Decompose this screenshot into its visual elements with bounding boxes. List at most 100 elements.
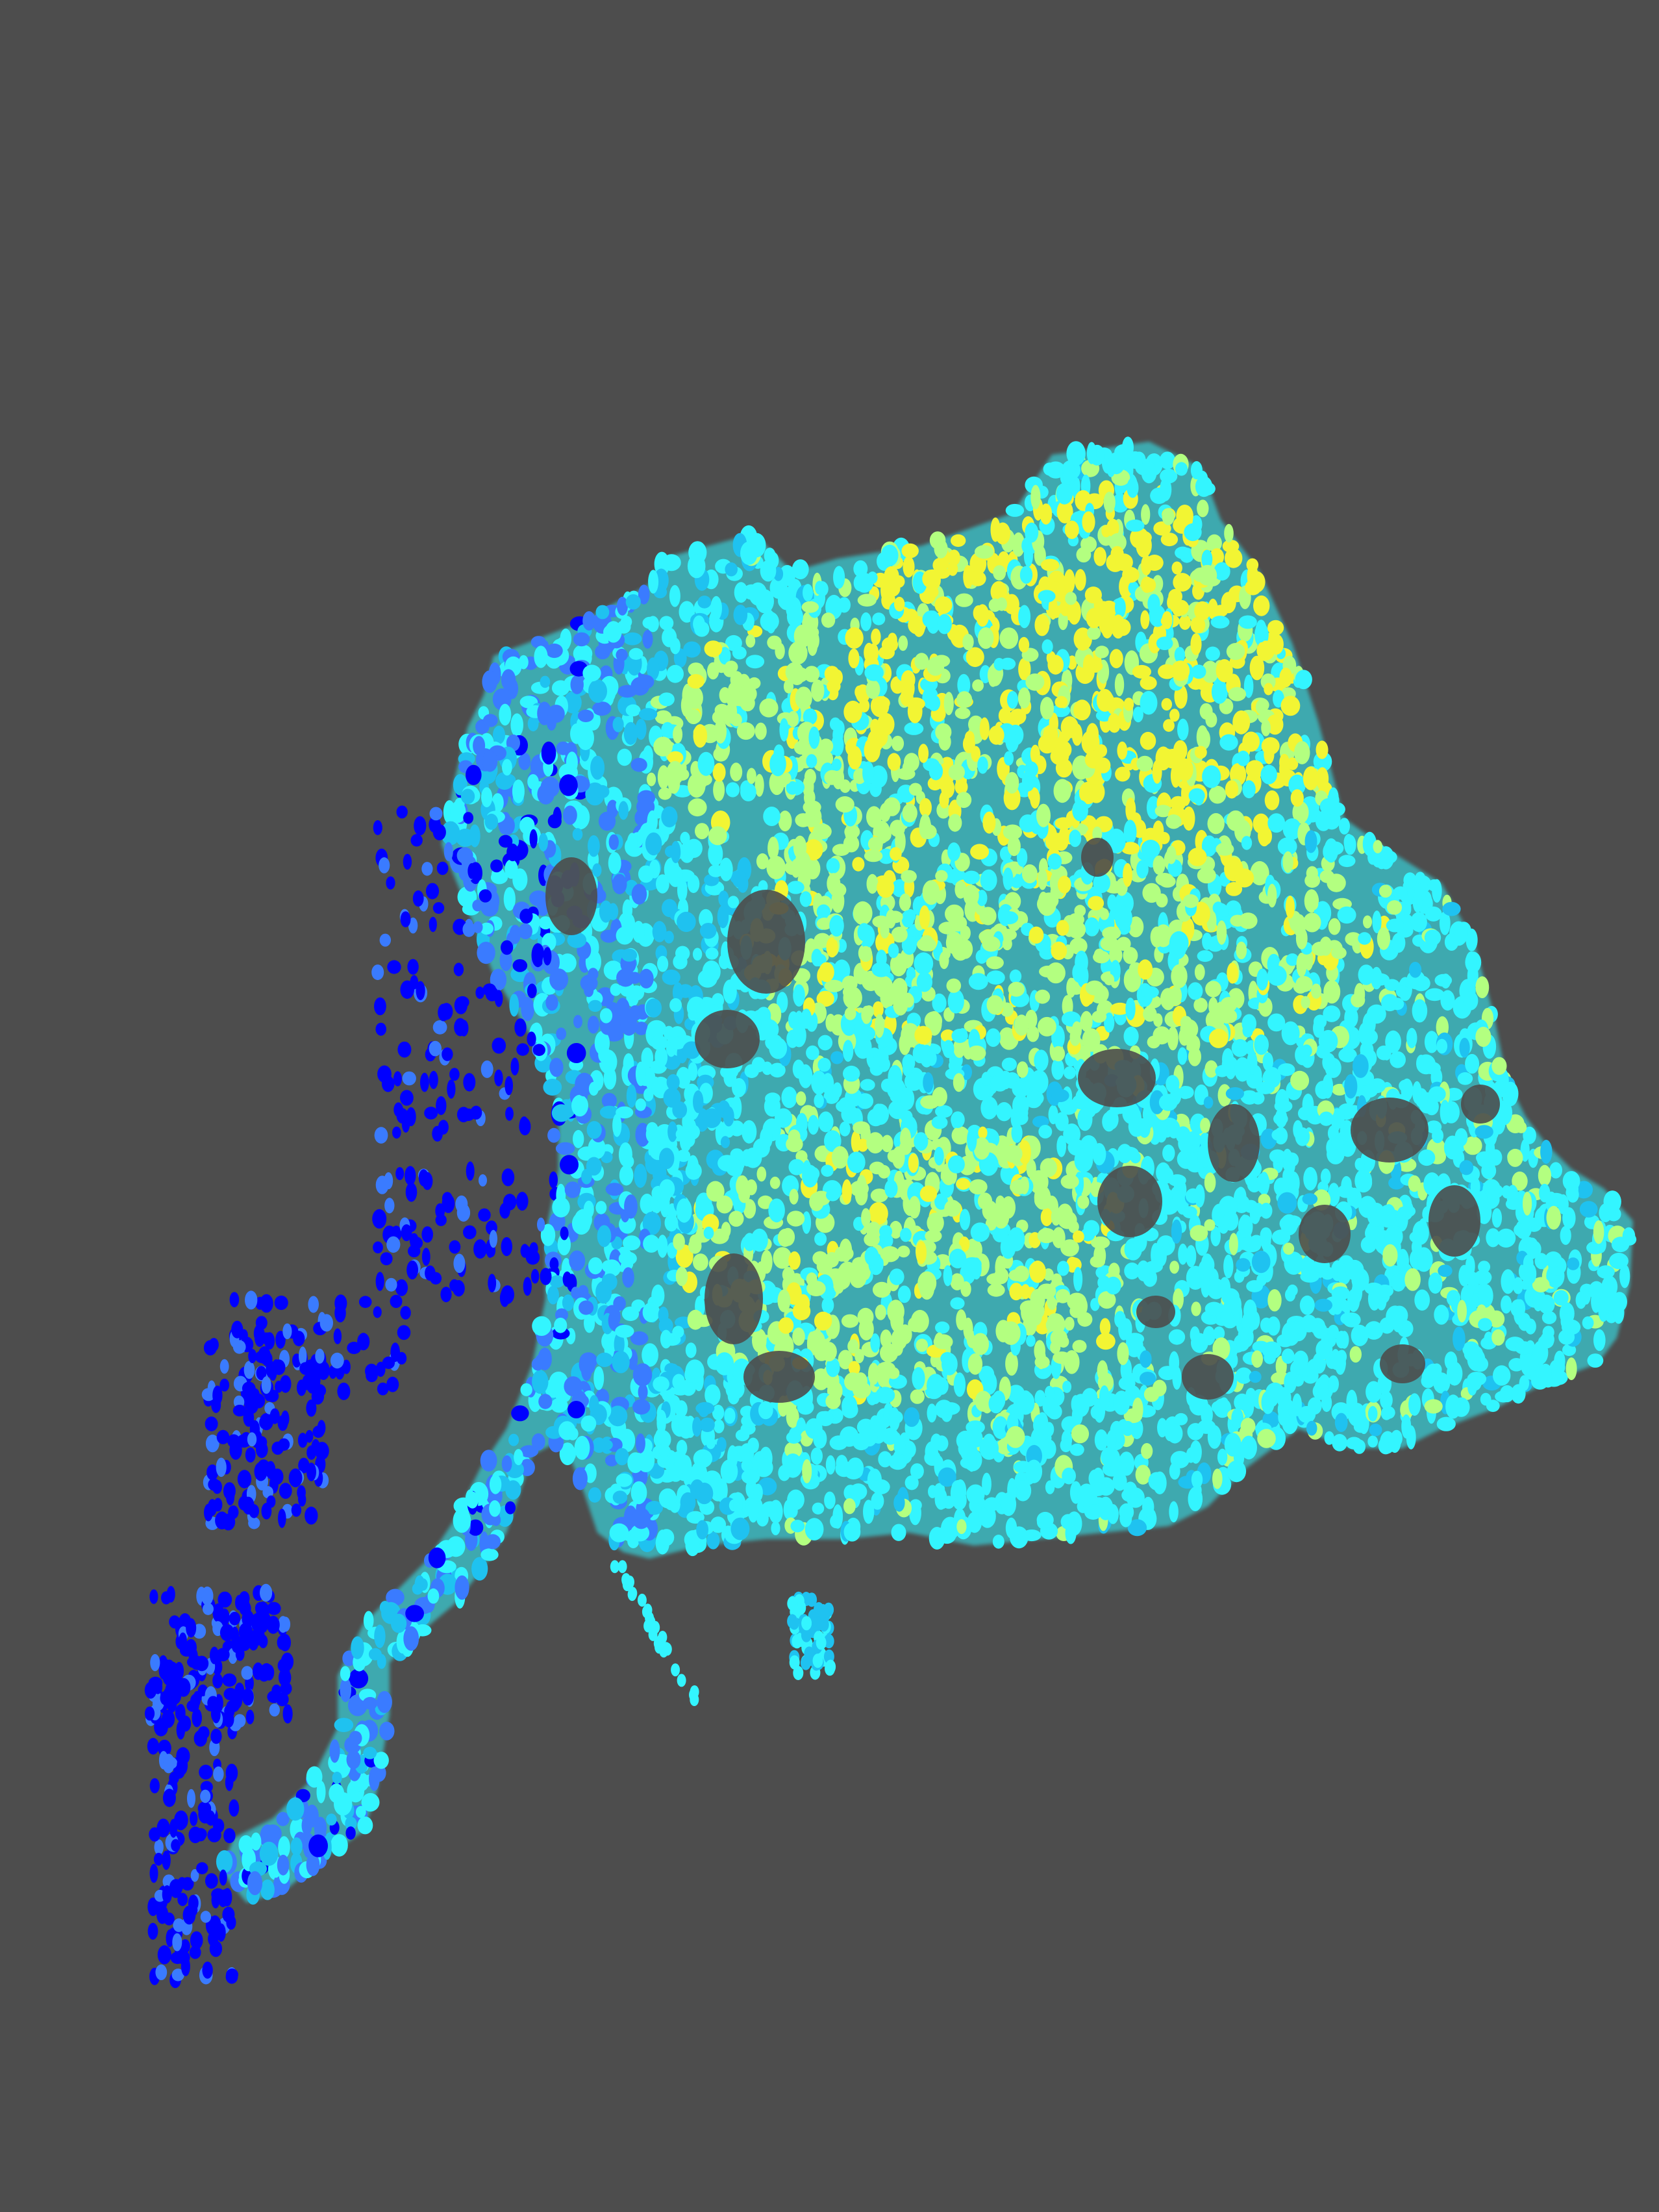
point xyxy=(588,679,607,703)
point xyxy=(675,946,690,961)
point xyxy=(1054,740,1072,759)
point xyxy=(1084,1504,1103,1520)
point xyxy=(1546,1205,1562,1230)
point xyxy=(642,616,658,629)
point xyxy=(379,1722,395,1741)
point xyxy=(754,1457,773,1477)
point xyxy=(1424,929,1441,946)
point xyxy=(843,1498,856,1514)
point xyxy=(1284,1372,1297,1394)
point xyxy=(1082,1028,1101,1052)
point xyxy=(803,814,819,827)
point xyxy=(655,710,672,725)
point xyxy=(904,609,918,622)
point xyxy=(1367,1435,1378,1448)
point xyxy=(795,1091,806,1106)
point xyxy=(1136,755,1153,772)
point xyxy=(537,783,555,805)
point xyxy=(577,725,594,751)
point xyxy=(1200,1118,1210,1133)
point xyxy=(1411,1238,1422,1256)
point xyxy=(1186,1245,1197,1268)
point xyxy=(1549,1162,1563,1179)
point xyxy=(588,968,599,981)
point xyxy=(1327,873,1346,892)
point xyxy=(669,998,682,1012)
point xyxy=(838,1350,853,1370)
point xyxy=(934,1146,944,1166)
point xyxy=(1337,1185,1354,1198)
point xyxy=(1201,1275,1210,1298)
point xyxy=(947,842,961,862)
point xyxy=(1228,686,1247,701)
point xyxy=(1108,1263,1120,1279)
point xyxy=(1194,746,1207,759)
point xyxy=(687,673,705,689)
point xyxy=(788,710,799,727)
point xyxy=(804,768,816,786)
point xyxy=(345,1816,357,1831)
point xyxy=(616,1473,632,1487)
point xyxy=(1179,614,1191,630)
point xyxy=(870,718,880,736)
point xyxy=(403,1626,419,1651)
point xyxy=(1182,1206,1197,1218)
point xyxy=(592,863,602,877)
point xyxy=(1412,891,1423,913)
point xyxy=(521,996,534,1022)
point xyxy=(1467,1372,1487,1387)
point xyxy=(1382,1244,1398,1267)
point xyxy=(1148,1472,1166,1490)
point xyxy=(969,1179,988,1195)
point xyxy=(871,962,891,977)
point xyxy=(890,1090,902,1103)
point xyxy=(831,734,844,757)
point xyxy=(1217,1448,1228,1466)
point xyxy=(1229,1294,1242,1315)
point xyxy=(1177,718,1189,741)
point xyxy=(1404,1268,1421,1291)
point xyxy=(918,744,929,763)
point xyxy=(501,1455,512,1472)
point xyxy=(596,1439,613,1452)
point xyxy=(803,584,814,602)
point xyxy=(586,1157,602,1176)
point xyxy=(999,627,1019,649)
point xyxy=(797,1400,814,1415)
point xyxy=(675,1400,688,1418)
point xyxy=(584,1313,595,1333)
point xyxy=(1491,1208,1503,1228)
canopy-points xyxy=(144,436,1637,1989)
point xyxy=(1001,1492,1017,1516)
point xyxy=(786,781,799,795)
point xyxy=(1123,820,1137,844)
point xyxy=(760,560,777,582)
point xyxy=(1601,1276,1618,1298)
point xyxy=(792,1302,811,1320)
point xyxy=(1338,1048,1357,1062)
point xyxy=(1491,1057,1507,1075)
point xyxy=(1516,1121,1527,1133)
point xyxy=(647,772,656,786)
point xyxy=(789,1188,799,1205)
point xyxy=(541,741,556,765)
point xyxy=(1477,1283,1493,1308)
point xyxy=(1261,737,1280,755)
point xyxy=(566,1043,586,1063)
point xyxy=(916,1240,927,1264)
point xyxy=(927,1213,944,1233)
point xyxy=(1159,451,1175,470)
point xyxy=(725,562,738,577)
point xyxy=(847,1151,866,1174)
point xyxy=(875,1304,886,1320)
point xyxy=(712,993,725,1008)
point xyxy=(1428,1272,1443,1294)
point xyxy=(1066,977,1076,998)
point xyxy=(1034,614,1050,636)
point xyxy=(1241,836,1253,850)
point xyxy=(963,565,973,589)
point xyxy=(1197,950,1214,962)
point xyxy=(1027,1025,1040,1042)
